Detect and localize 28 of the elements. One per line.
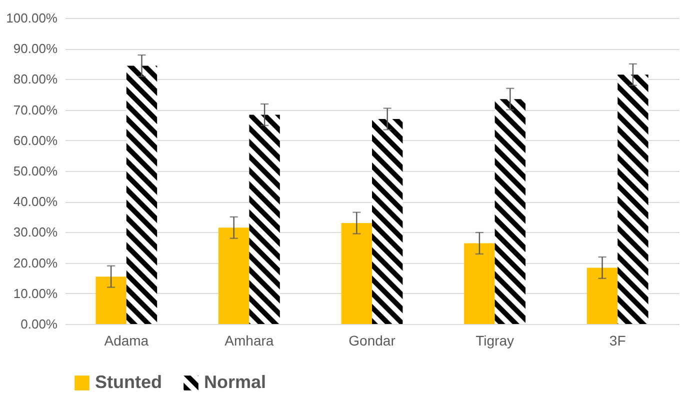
bar [618,74,648,324]
legend-label: Normal [204,372,266,392]
x-tick-label: Amhara [224,332,274,348]
y-tick-label: 80.00% [13,72,58,87]
y-tick-label: 60.00% [13,132,58,148]
y-tick-label: 20.00% [13,255,58,270]
y-tick-label: 100.00% [6,10,58,26]
y-tick-label: 10.00% [13,286,58,301]
bar [249,114,280,324]
y-tick-label: 40.00% [13,194,58,210]
bar [96,276,126,324]
bar [341,223,372,324]
bar [464,243,495,324]
y-tick-label: 90.00% [13,41,58,56]
x-tick-label: Tigray [476,332,514,348]
x-tick-label: Gondar [348,332,396,348]
legend-label: Stunted [95,372,162,392]
x-tick-label: Adama [104,332,149,348]
bar [126,66,158,324]
bar [372,118,403,324]
y-tick-label: 30.00% [13,224,58,240]
y-tick-label: 0.00% [20,316,58,332]
bar [218,228,250,324]
y-tick-label: 70.00% [13,102,58,118]
x-tick-label: 3F [609,332,626,348]
bar [494,99,526,324]
bar [586,268,618,324]
y-tick-label: 50.00% [13,164,58,178]
